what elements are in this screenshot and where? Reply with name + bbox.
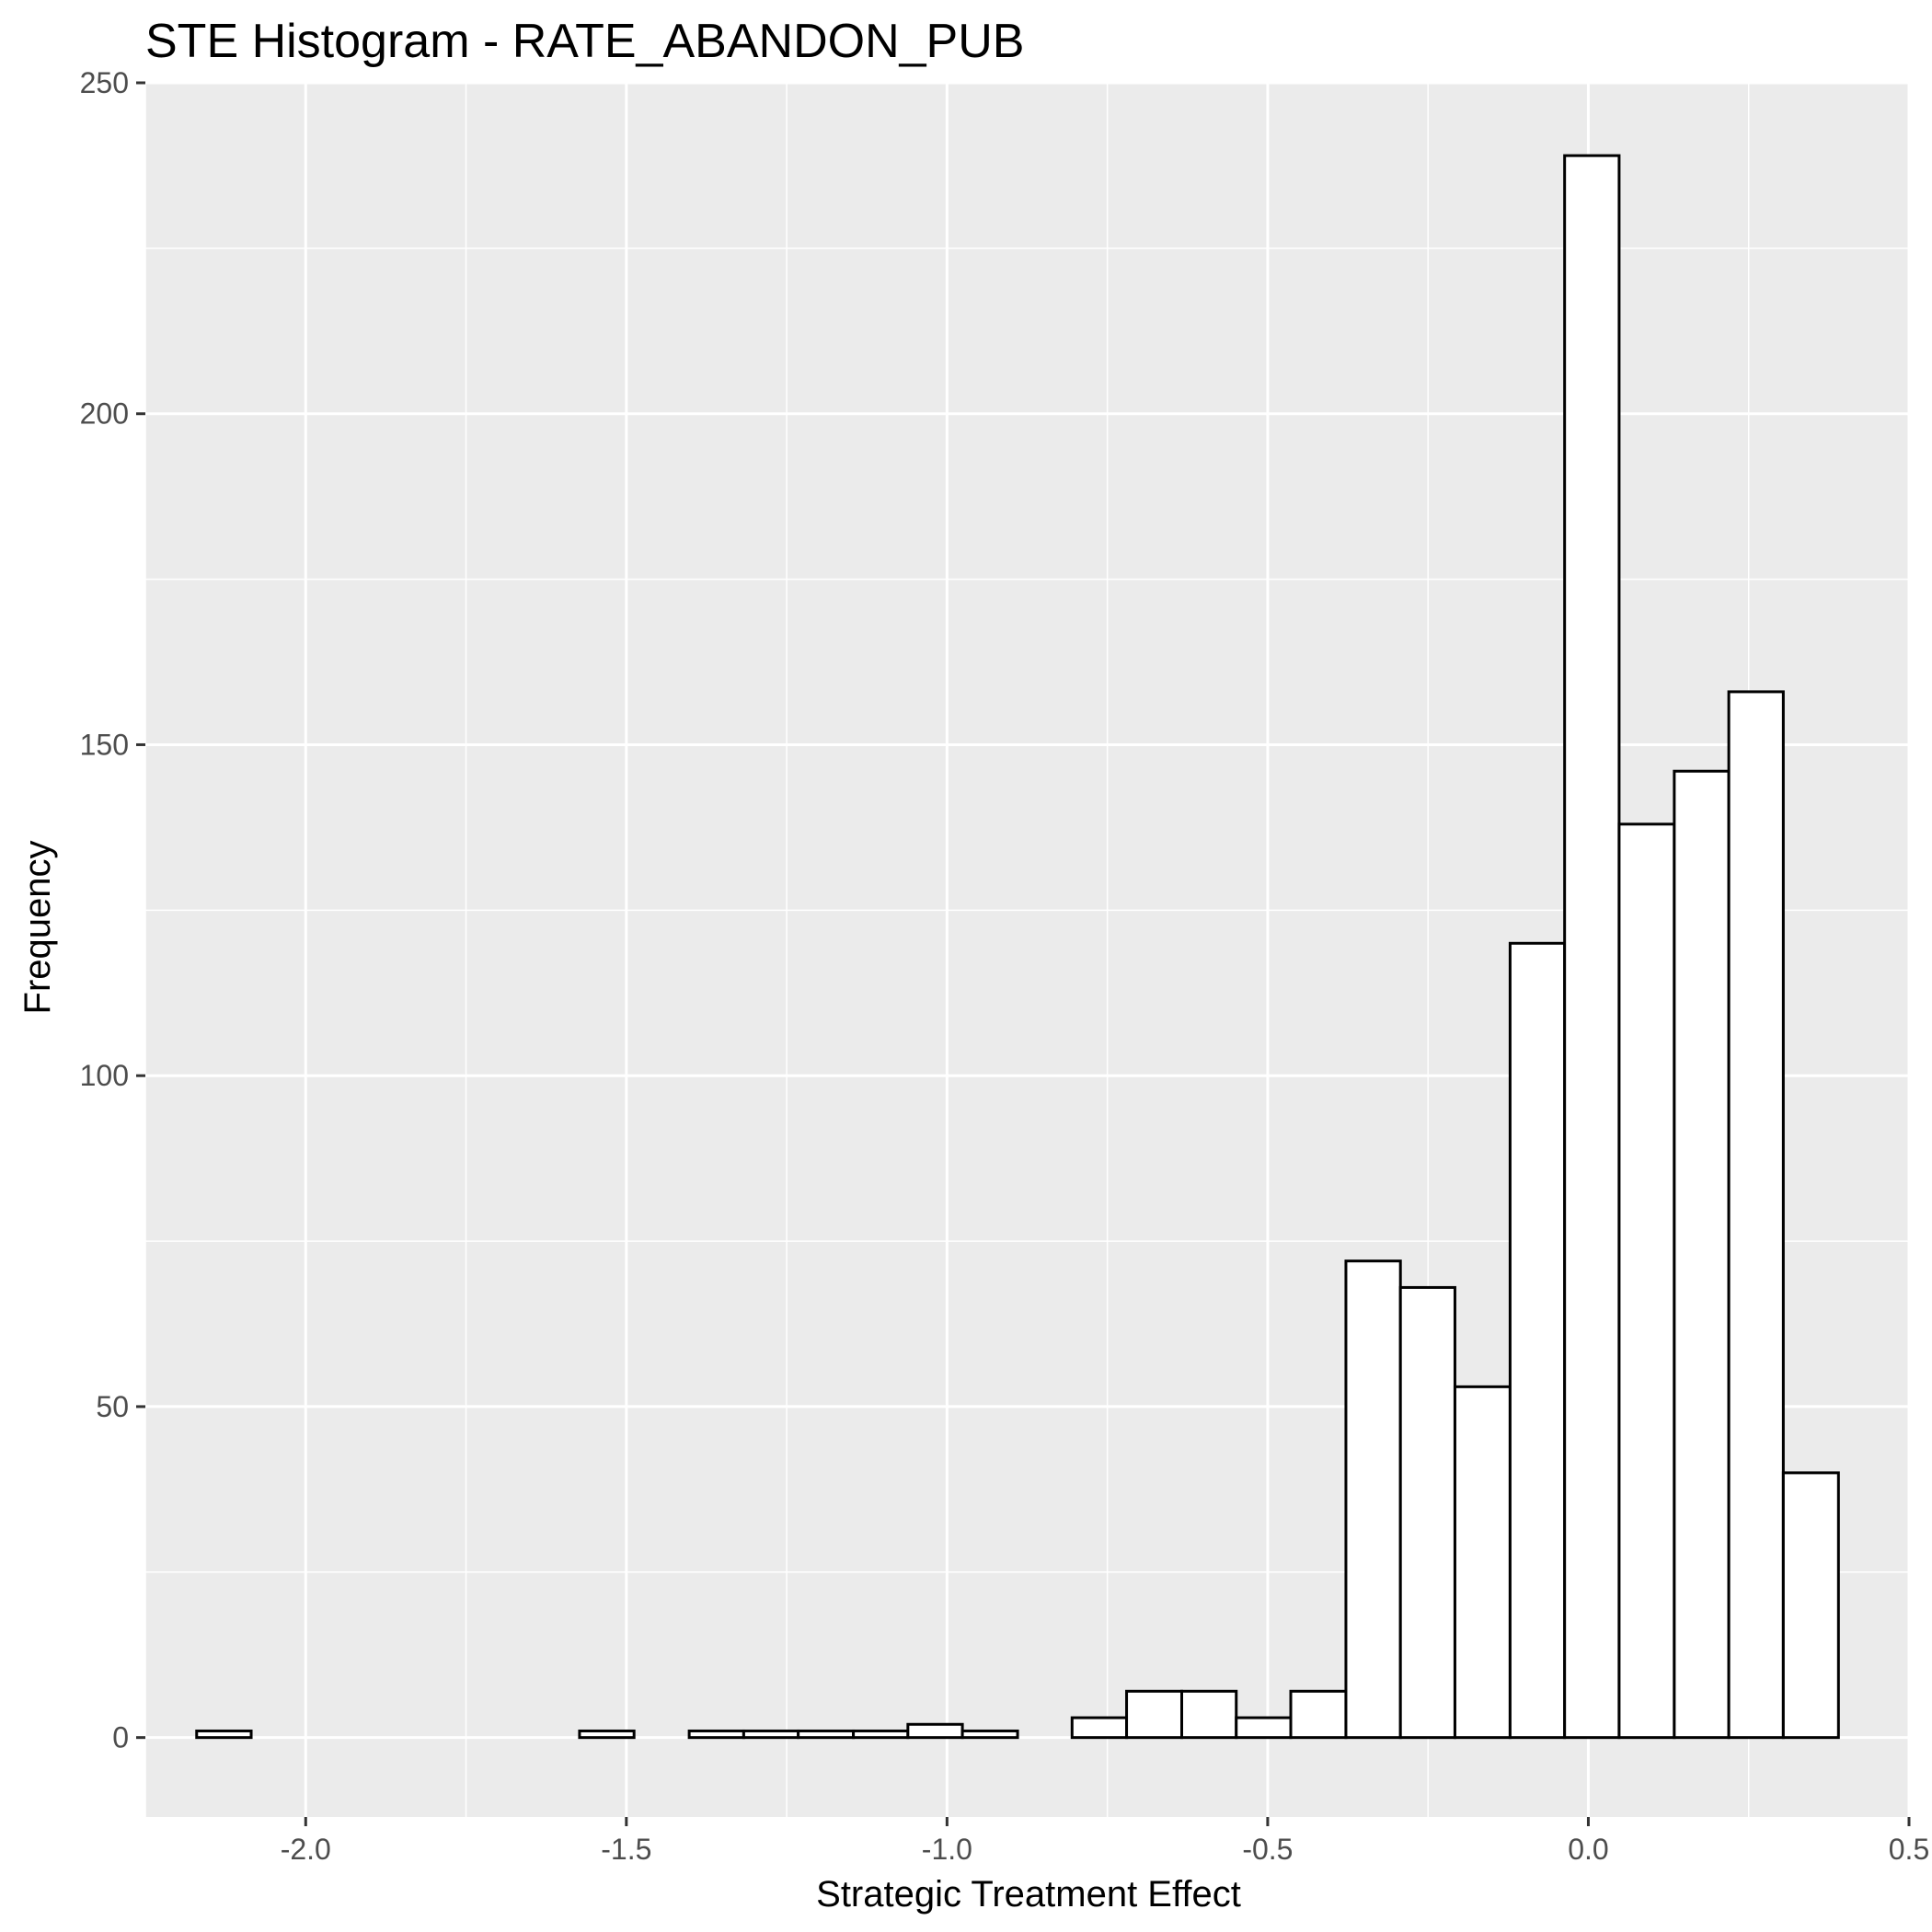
x-tick-label: -2.0 xyxy=(281,1833,331,1866)
histogram-bar xyxy=(1344,1259,1402,1740)
histogram-bar xyxy=(1125,1689,1183,1740)
y-tick-label: 150 xyxy=(80,728,129,761)
histogram-bar xyxy=(906,1722,964,1740)
y-axis-title: Frequency xyxy=(17,841,58,1015)
histogram-bar xyxy=(1070,1716,1129,1740)
histogram-bar xyxy=(1179,1689,1238,1740)
histogram-bars xyxy=(195,154,1840,1740)
histogram-bar xyxy=(1398,1285,1456,1740)
x-axis-title: Strategic Treatment Effect xyxy=(816,1874,1241,1915)
histogram-bar xyxy=(1727,690,1785,1740)
y-tick-label: 250 xyxy=(80,66,129,99)
chart-title: STE Histogram - RATE_ABANDON_PUB xyxy=(145,15,1024,68)
histogram-bar xyxy=(1453,1385,1512,1740)
histogram-bar xyxy=(1563,154,1621,1740)
histogram-bar xyxy=(960,1729,1019,1740)
x-tick-label: -1.0 xyxy=(922,1833,972,1866)
y-axis: 0 50 100 150 200 250 xyxy=(80,66,145,1754)
y-tick-label: 0 xyxy=(112,1721,129,1754)
histogram-bar xyxy=(1508,941,1567,1740)
y-tick-label: 50 xyxy=(96,1390,129,1423)
histogram-bar xyxy=(195,1729,253,1740)
histogram-bar xyxy=(1235,1716,1293,1740)
y-tick-label: 200 xyxy=(80,397,129,431)
histogram-bar xyxy=(1289,1689,1348,1740)
x-tick-label: -0.5 xyxy=(1242,1833,1293,1866)
histogram-bar xyxy=(797,1729,856,1740)
histogram-bar xyxy=(687,1729,745,1740)
histogram-bar xyxy=(1781,1471,1840,1740)
y-tick-label: 100 xyxy=(80,1059,129,1092)
histogram-bar xyxy=(742,1729,800,1740)
histogram-bar xyxy=(852,1729,910,1740)
histogram-bar xyxy=(1673,769,1731,1740)
histogram-bar xyxy=(1617,822,1676,1740)
x-tick-label: 0.5 xyxy=(1889,1833,1929,1866)
histogram-bar xyxy=(578,1729,636,1740)
x-tick-label: 0.0 xyxy=(1568,1833,1608,1866)
x-tick-label: -1.5 xyxy=(601,1833,651,1866)
x-axis: -2.0 -1.5 -1.0 -0.5 0.0 0.5 xyxy=(281,1817,1929,1866)
